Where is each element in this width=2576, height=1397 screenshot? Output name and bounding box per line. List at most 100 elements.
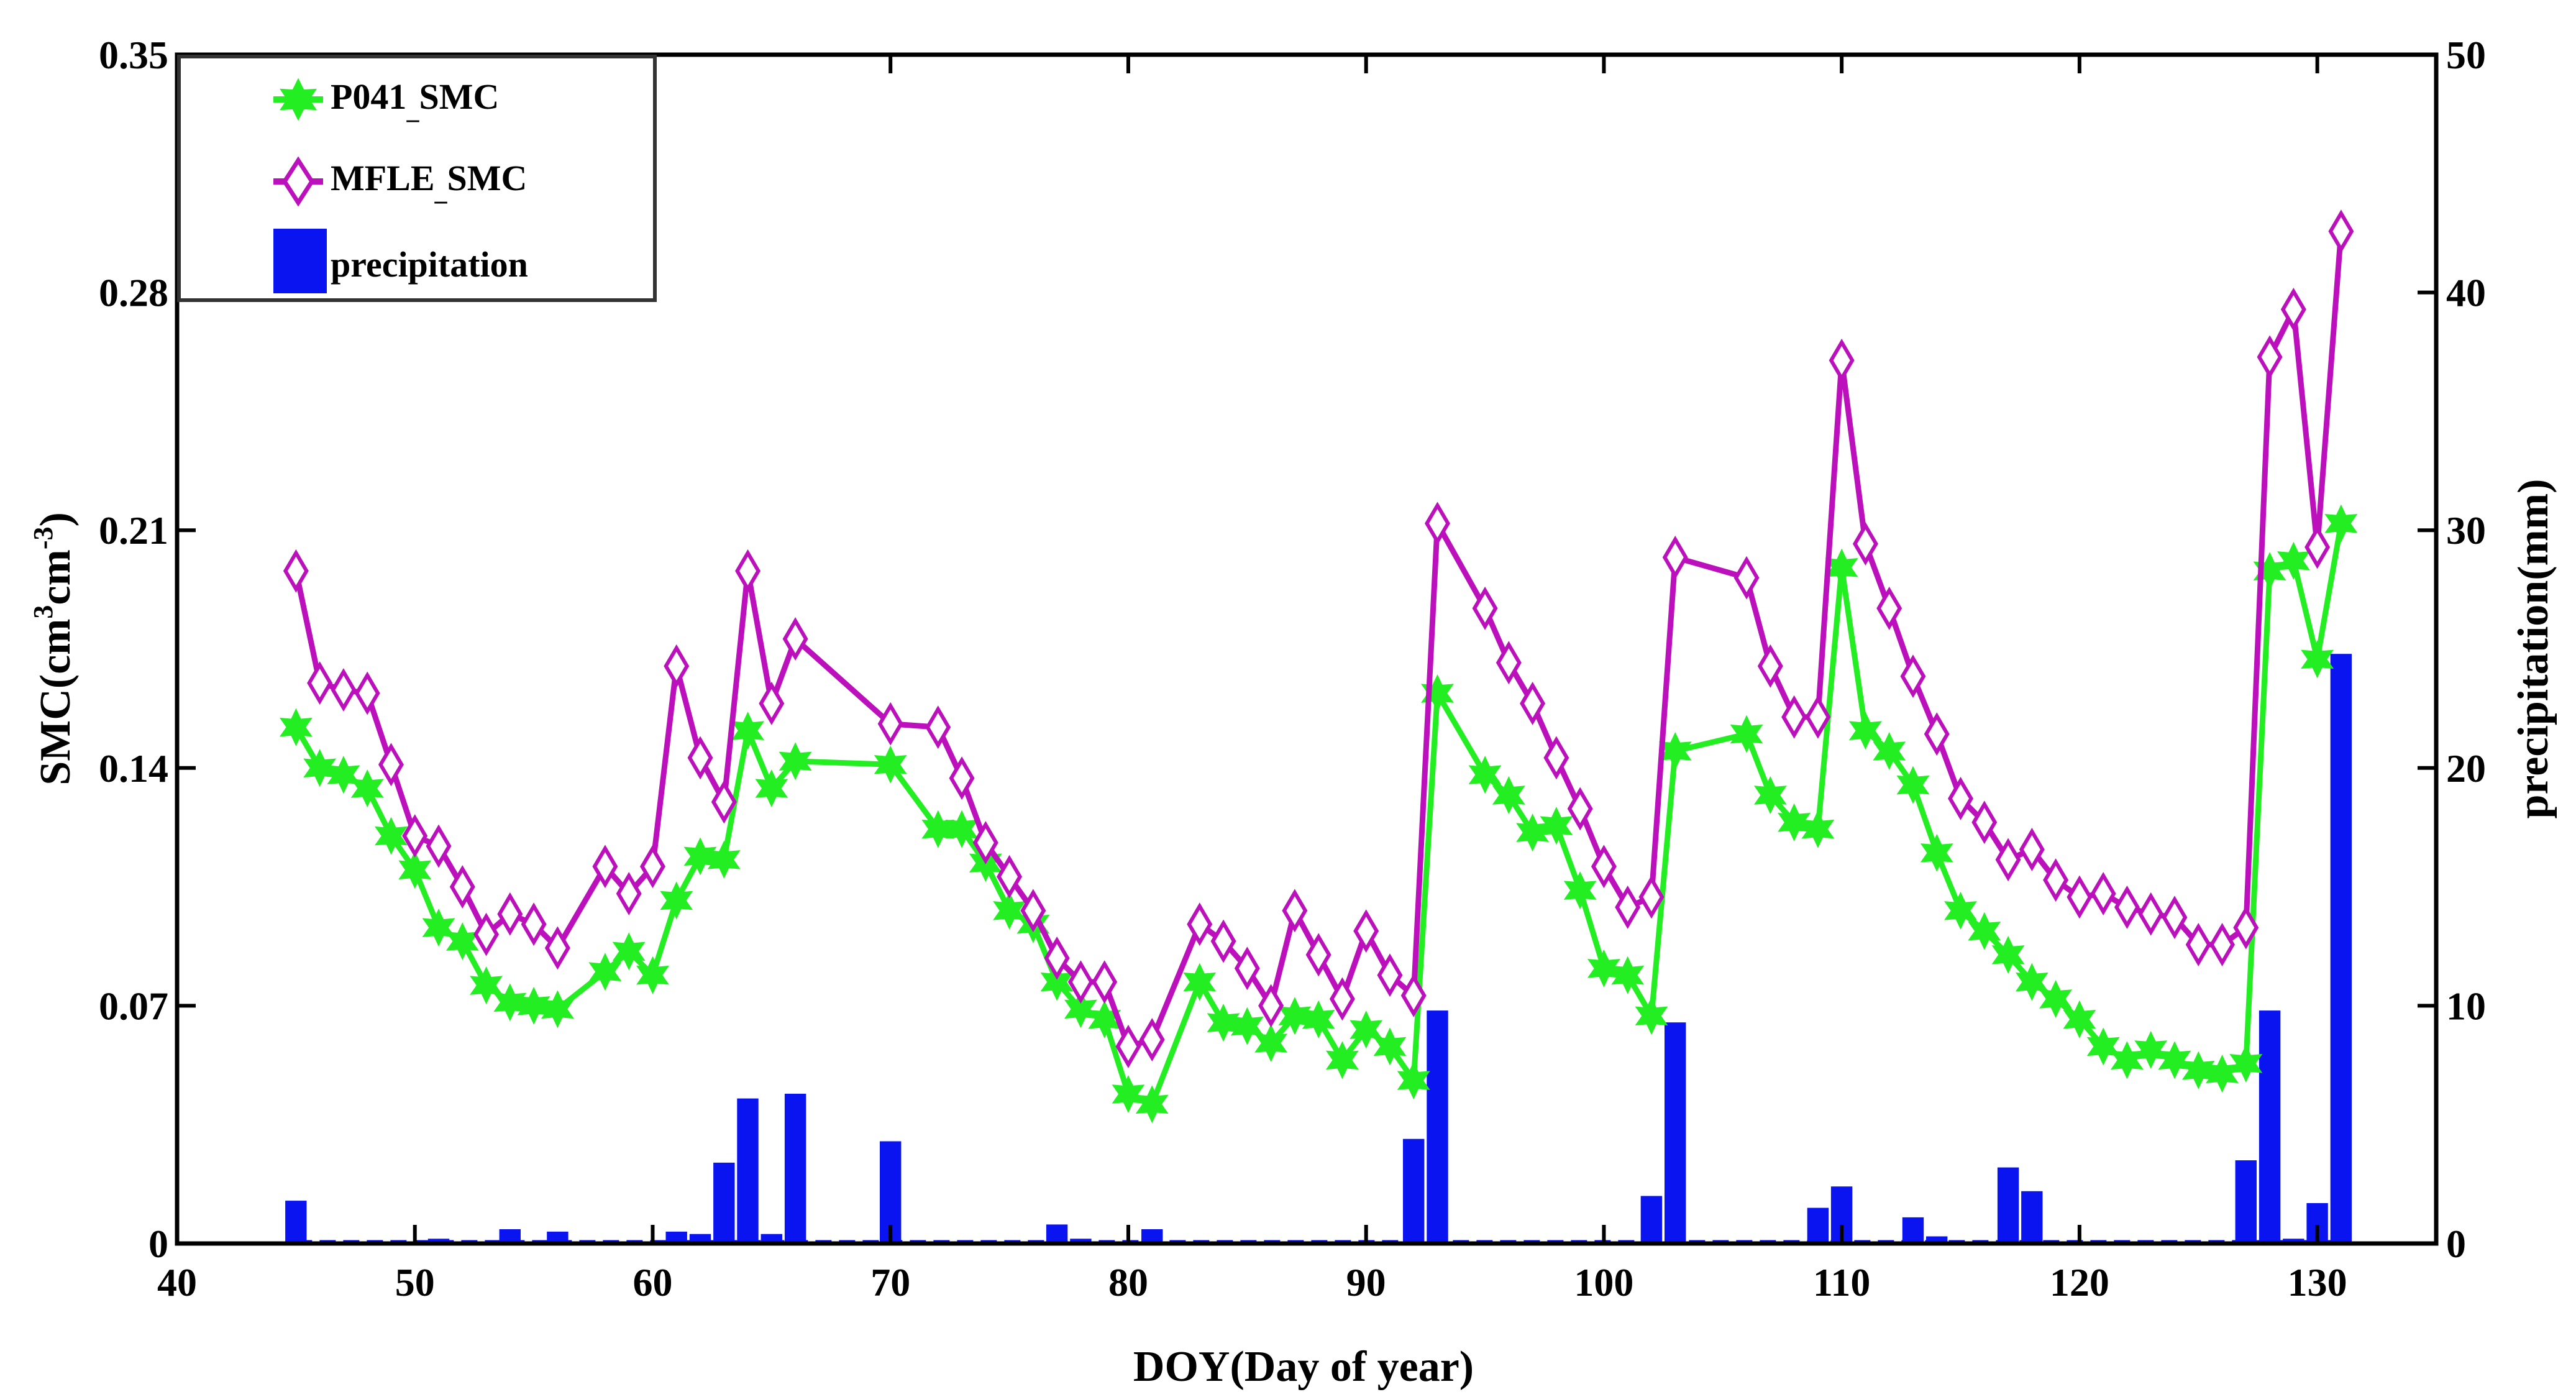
plot-area [279,209,2358,1245]
mfle-point-doy-54 [497,892,523,936]
p041-point-doy-124 [2158,1041,2191,1079]
p041-point-doy-125 [2181,1051,2215,1089]
y-axis-right-title: precipitation(mm) [2510,479,2557,819]
mfle-point-doy-118 [2019,828,2045,871]
p041-point-doy-88 [1302,1000,1335,1038]
mfle-point-doy-56 [544,926,570,970]
mfle-point-doy-87 [1282,889,1308,933]
p041-point-doy-93 [1421,674,1454,713]
legend-mfle-label-end: SMC [447,158,528,198]
mfle-point-doy-46 [307,661,333,705]
precip-bar-doy-118 [2021,1191,2043,1244]
y-left-title-main: SMC(cm [32,619,80,786]
mfle-point-doy-124 [2162,895,2188,940]
mfle-point-doy-84 [1210,919,1236,963]
precip-bar-doy-114 [1926,1236,1948,1244]
mfle-point-doy-91 [1377,953,1403,997]
x-tick-label-70: 70 [870,1260,910,1304]
p041-point-doy-108 [1778,803,1811,841]
mfle-point-doy-53 [473,912,500,956]
mfle-point-doy-77 [1044,936,1070,980]
mfle-point-doy-55 [521,902,547,946]
precip-bar-doy-64 [737,1098,759,1244]
precip-bar-doy-61 [665,1231,687,1244]
x-tick-label-90: 90 [1346,1260,1386,1304]
mfle-point-doy-89 [1329,977,1355,1021]
p041-point-doy-80 [1112,1074,1145,1114]
p041-point-doy-100 [1587,949,1620,987]
precip-bar-doy-51 [427,1239,450,1244]
mfle-point-doy-116 [1971,800,1998,845]
y-left-tick-label-5: 0.35 [99,33,168,77]
precip-bar-doy-93 [1427,1010,1448,1244]
p041-point-doy-96 [1492,776,1525,815]
y-left-tick-label-1: 0.07 [99,984,168,1028]
mfle-point-doy-99 [1567,787,1593,831]
legend-p041-label: P041_SMC [331,76,499,124]
mfle-point-doy-98 [1543,736,1569,780]
x-tick-label-60: 60 [633,1260,672,1304]
mfle-point-doy-70 [877,702,903,746]
p041-point-doy-66 [779,742,812,781]
precip-bar-doy-81 [1141,1229,1163,1244]
mfle-point-doy-48 [354,671,380,715]
mfle-point-doy-61 [664,644,690,688]
mfle-point-doy-95 [1472,586,1498,630]
mfle-point-doy-45 [283,549,309,593]
legend-precip-swatch [273,229,327,293]
plot-frame [175,52,2439,1246]
y-left-tick-label-2: 0.14 [99,746,168,790]
mfle-point-doy-113 [1900,654,1926,698]
y-axis-left-title: SMC(cm3cm-3) [28,512,80,786]
p041-point-doy-51 [422,909,455,947]
mfle-point-doy-80 [1115,1025,1141,1068]
mfle-point-doy-50 [402,814,428,858]
p041-point-doy-119 [2039,979,2073,1019]
precip-bar-doy-45 [285,1201,307,1244]
mfle-point-doy-131 [2328,209,2354,254]
y-left-title-mid: cm [32,549,80,605]
y-right-tick-label-4: 40 [2446,271,2486,315]
mfle-point-doy-126 [2209,923,2236,966]
mfle-point-doy-63 [711,780,737,824]
p041-point-doy-102 [1635,997,1668,1035]
precip-bar-doy-77 [1046,1224,1068,1244]
y-right-tick-label-1: 10 [2446,984,2486,1028]
x-tick-label-40: 40 [157,1260,197,1304]
p041-point-doy-54 [493,983,527,1022]
x-axis-title: DOY(Day of year) [1133,1343,1474,1391]
p041-point-doy-61 [660,881,693,920]
p041-point-doy-106 [1730,715,1763,753]
legend-mfle-label-sub: _ [434,178,448,206]
mfle-point-doy-59 [616,872,642,915]
mfle-point-doy-79 [1092,960,1118,1004]
mfle-point-doy-58 [592,845,618,889]
p041-point-doy-121 [2086,1027,2120,1066]
p041-point-doy-90 [1350,1010,1383,1049]
p041-point-doy-81 [1135,1085,1169,1124]
p041-point-doy-45 [279,708,313,746]
mfle-point-doy-64 [735,549,761,593]
mfle-point-doy-90 [1353,909,1379,953]
precip-bar-doy-78 [1070,1239,1092,1244]
mfle-point-doy-83 [1187,902,1213,946]
mfle-point-doy-109 [1805,695,1831,739]
p041-point-doy-117 [1991,935,2025,974]
legend-mfle-label: MFLE_SMC [331,158,527,206]
precip-bar-doy-92 [1403,1138,1425,1244]
precip-bar-doy-56 [547,1231,569,1244]
p041-point-doy-113 [1896,766,1930,804]
legend-mfle-marker [281,156,315,207]
precip-bar-doy-129 [2283,1239,2304,1244]
p041-point-doy-47 [327,756,360,794]
p041-point-doy-83 [1183,963,1217,1001]
mfle-point-doy-76 [1020,889,1046,933]
mfle-point-doy-130 [2304,525,2331,569]
p041-point-doy-58 [588,953,622,991]
mfle-point-doy-115 [1948,777,1974,820]
mfle-point-doy-103 [1662,535,1688,579]
p041-point-doy-48 [350,769,384,808]
p041-point-doy-79 [1088,1000,1121,1038]
mfle-point-doy-96 [1496,641,1522,685]
y-left-title-end: ) [32,512,80,526]
